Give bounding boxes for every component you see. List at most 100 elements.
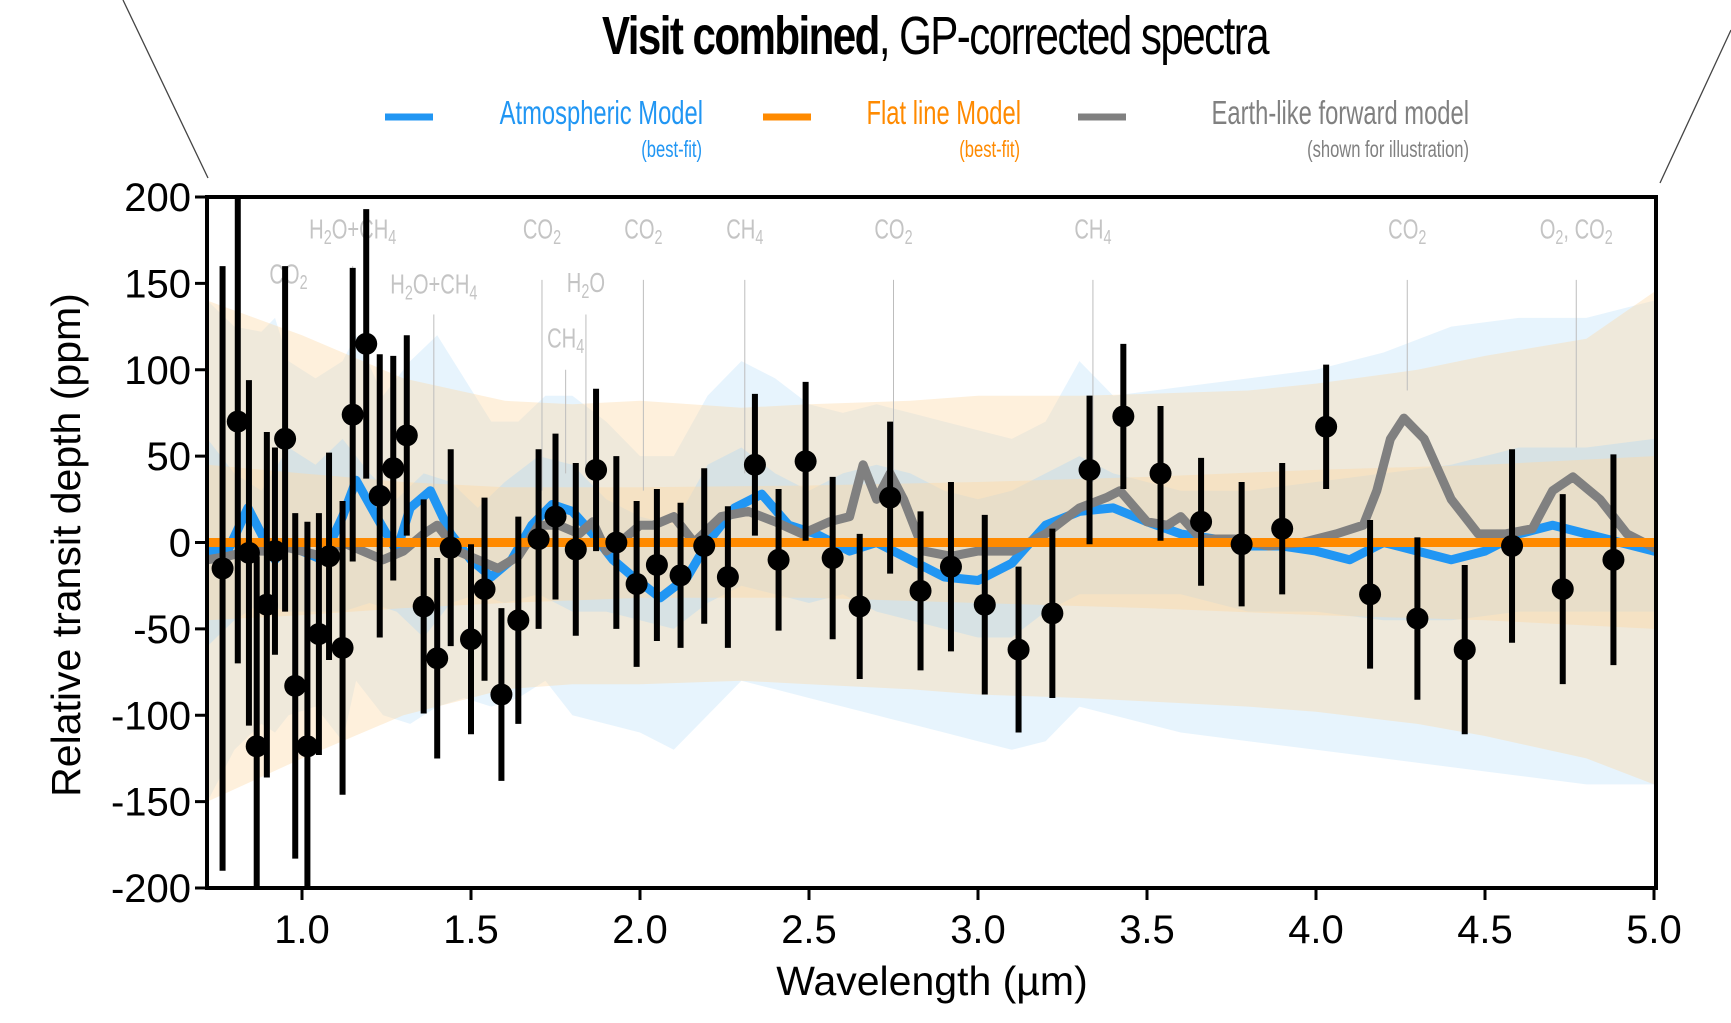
data-point: [226, 410, 249, 433]
data-point: [1041, 602, 1064, 625]
data-point: [1078, 458, 1101, 481]
callout-line-right: [1659, 29, 1731, 184]
data-point: [1190, 510, 1213, 533]
data-point: [395, 424, 418, 447]
annotation-label-group: CH4: [726, 214, 763, 249]
x-tick-label: 1.0: [274, 908, 330, 952]
x-tick-label: 1.5: [443, 908, 499, 952]
molecule-label: CO2: [1388, 214, 1426, 249]
data-point: [1007, 638, 1030, 661]
molecule-label: CO2: [874, 214, 912, 249]
data-point: [743, 453, 766, 476]
annotation-label-group: CH4: [547, 323, 584, 358]
data-point: [625, 572, 648, 595]
x-tick-label: 5.0: [1626, 908, 1682, 952]
legend: Atmospheric Model (best-fit) Flat line M…: [385, 95, 1469, 163]
data-point: [318, 545, 341, 568]
data-point: [821, 547, 844, 570]
annotation-label-group: H2O: [567, 268, 605, 303]
data-point: [693, 534, 716, 557]
annotation-label-group: CO2: [874, 214, 912, 249]
chart-title-rest: , GP-corrected spectra: [879, 6, 1270, 66]
data-point: [527, 528, 550, 551]
x-axis: 1.0 1.5 2.0 2.5 3.0 3.5 4.0 4.5 5.0: [274, 888, 1682, 952]
data-point: [426, 647, 449, 670]
chart-title-bold: Visit combined: [602, 6, 879, 66]
molecule-label: CO2: [269, 259, 307, 294]
molecule-label: CH4: [547, 323, 584, 358]
data-point: [307, 623, 330, 646]
legend-sub-earth: (shown for illustration): [1307, 137, 1469, 162]
annotation-label-group: H2O+CH4: [309, 214, 396, 249]
y-tick-label: 150: [124, 262, 191, 306]
molecule-label: CH4: [726, 214, 763, 249]
x-axis-label: Wavelength (µm): [776, 958, 1087, 1004]
data-point: [605, 531, 628, 554]
legend-label-flat: Flat line Model: [867, 95, 1021, 132]
data-point: [909, 579, 932, 602]
data-point: [645, 553, 668, 576]
data-point: [879, 486, 902, 509]
y-axis-label: Relative transit depth (ppm): [43, 293, 89, 797]
data-point: [284, 674, 307, 697]
data-point: [1501, 534, 1524, 557]
x-tick-label: 3.5: [1119, 908, 1175, 952]
y-tick-label: -150: [111, 781, 191, 825]
data-point: [564, 538, 587, 561]
annotation-label-group: O2, CO2: [1540, 214, 1613, 249]
molecule-label: CO2: [523, 214, 561, 249]
chart-title: Visit combined, GP-corrected spectra: [602, 6, 1270, 66]
data-point: [585, 458, 608, 481]
data-point: [669, 564, 692, 587]
data-point: [848, 595, 871, 618]
data-point: [245, 735, 268, 758]
data-point: [211, 557, 234, 580]
x-tick-label: 4.0: [1288, 908, 1344, 952]
y-tick-label: 50: [147, 435, 192, 479]
x-tick-label: 2.0: [612, 908, 668, 952]
annotation-label-group: CO2: [624, 214, 662, 249]
annotation-label-group: CO2: [523, 214, 561, 249]
molecule-label: H2O: [567, 268, 605, 303]
annotation-label-group: CO2: [1388, 214, 1426, 249]
legend-sub-flat: (best-fit): [959, 137, 1020, 162]
y-axis: 200 150 100 50 0 -50 -100 -150 -200: [111, 176, 207, 911]
legend-label-atmospheric: Atmospheric Model: [500, 95, 703, 132]
data-point: [473, 578, 496, 601]
annotation-label-group: CH4: [1074, 214, 1111, 249]
data-point: [1602, 548, 1625, 571]
data-point: [274, 427, 297, 450]
molecule-label: CH4: [1074, 214, 1111, 249]
data-point: [939, 555, 962, 578]
series-line-atmospheric-model: [207, 475, 1656, 603]
data-point: [368, 484, 391, 507]
data-point: [1112, 405, 1135, 428]
x-tick-label: 3.0: [950, 908, 1006, 952]
data-point: [1551, 578, 1574, 601]
legend-sub-atmospheric: (best-fit): [641, 137, 702, 162]
data-point: [794, 450, 817, 473]
x-tick-label: 2.5: [781, 908, 837, 952]
data-point: [331, 636, 354, 659]
y-tick-label: 100: [124, 349, 191, 393]
legend-entry-earth: Earth-like forward model (shown for illu…: [1078, 95, 1469, 163]
legend-label-earth: Earth-like forward model: [1212, 95, 1469, 132]
data-point: [544, 505, 567, 528]
molecule-label: H2O+CH4: [309, 214, 396, 249]
data-point: [1359, 583, 1382, 606]
legend-entry-atmospheric: Atmospheric Model (best-fit): [385, 95, 703, 163]
y-tick-label: 200: [124, 176, 191, 220]
data-point: [412, 595, 435, 618]
data-point: [263, 540, 286, 563]
data-point: [973, 593, 996, 616]
callout-line-left: [122, 0, 209, 179]
data-point: [341, 403, 364, 426]
molecule-label: H2O+CH4: [390, 270, 477, 305]
data-point: [439, 536, 462, 559]
data-point: [1271, 517, 1294, 540]
data-point: [1149, 462, 1172, 485]
y-tick-label: -200: [111, 867, 191, 911]
data-point: [767, 548, 790, 571]
legend-entry-flat: Flat line Model (best-fit): [763, 95, 1021, 163]
